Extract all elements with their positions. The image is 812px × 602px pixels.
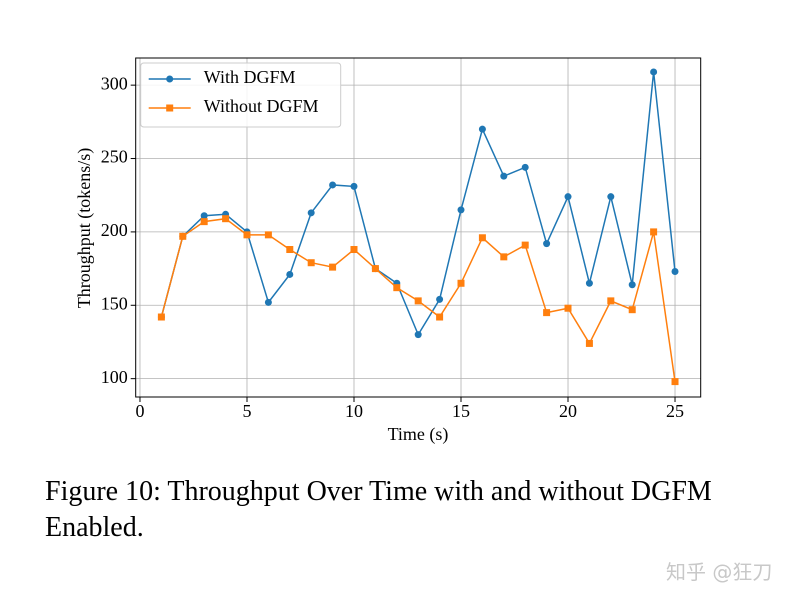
marker <box>329 263 337 271</box>
marker <box>243 231 251 239</box>
marker <box>607 193 615 201</box>
marker <box>200 218 208 226</box>
marker <box>166 75 174 83</box>
marker <box>543 240 551 248</box>
marker <box>457 279 465 287</box>
x-axis-label: Time (s) <box>388 424 449 445</box>
marker <box>179 232 187 240</box>
legend: With DGFM Without DGFM <box>140 62 342 128</box>
marker <box>393 284 401 292</box>
marker <box>607 297 615 305</box>
marker <box>286 246 294 254</box>
marker <box>671 268 679 276</box>
marker <box>457 206 465 214</box>
marker <box>478 234 486 242</box>
marker <box>200 212 208 220</box>
x-tick-label: 20 <box>559 401 577 421</box>
x-tick-label: 10 <box>345 401 363 421</box>
chart: Time (s) Throughput (tokens/s) 100150200… <box>74 57 702 445</box>
marker <box>564 304 572 312</box>
marker <box>585 339 593 347</box>
marker <box>628 281 636 289</box>
marker <box>307 209 315 217</box>
y-tick-label: 250 <box>101 147 128 167</box>
marker <box>500 172 508 180</box>
y-tick-label: 200 <box>101 220 128 240</box>
x-tick-label: 25 <box>666 401 684 421</box>
marker <box>166 104 174 112</box>
x-tick-label: 15 <box>452 401 470 421</box>
y-axis-label: Throughput (tokens/s) <box>74 148 95 308</box>
watermark: 知乎 @狂刀 <box>666 560 773 584</box>
marker <box>350 182 358 190</box>
y-tick-label: 150 <box>101 293 128 313</box>
marker <box>436 295 444 303</box>
y-tick-label: 100 <box>101 367 128 387</box>
marker <box>414 297 422 305</box>
y-tick-label: 300 <box>101 73 128 93</box>
marker <box>414 331 422 339</box>
marker <box>286 270 294 278</box>
legend-label: Without DGFM <box>204 96 319 116</box>
marker <box>307 259 315 267</box>
caption: Figure 10: Throughput Over Time with and… <box>45 476 712 543</box>
marker <box>585 279 593 287</box>
marker <box>371 265 379 273</box>
marker <box>350 246 358 254</box>
marker <box>222 215 230 223</box>
marker <box>650 68 658 76</box>
marker <box>264 298 272 306</box>
marker <box>650 228 658 236</box>
marker <box>521 241 529 249</box>
marker <box>478 125 486 133</box>
plot-frame <box>135 57 702 398</box>
marker <box>500 253 508 261</box>
marker <box>564 193 572 201</box>
marker <box>521 163 529 171</box>
marker <box>436 313 444 321</box>
marker <box>628 306 636 314</box>
marker <box>671 378 679 386</box>
marker <box>264 231 272 239</box>
marker <box>543 309 551 317</box>
marker <box>157 313 165 321</box>
legend-label: With DGFM <box>204 67 296 87</box>
x-tick-label: 0 <box>135 401 144 421</box>
marker <box>329 181 337 189</box>
x-tick-label: 5 <box>242 401 251 421</box>
